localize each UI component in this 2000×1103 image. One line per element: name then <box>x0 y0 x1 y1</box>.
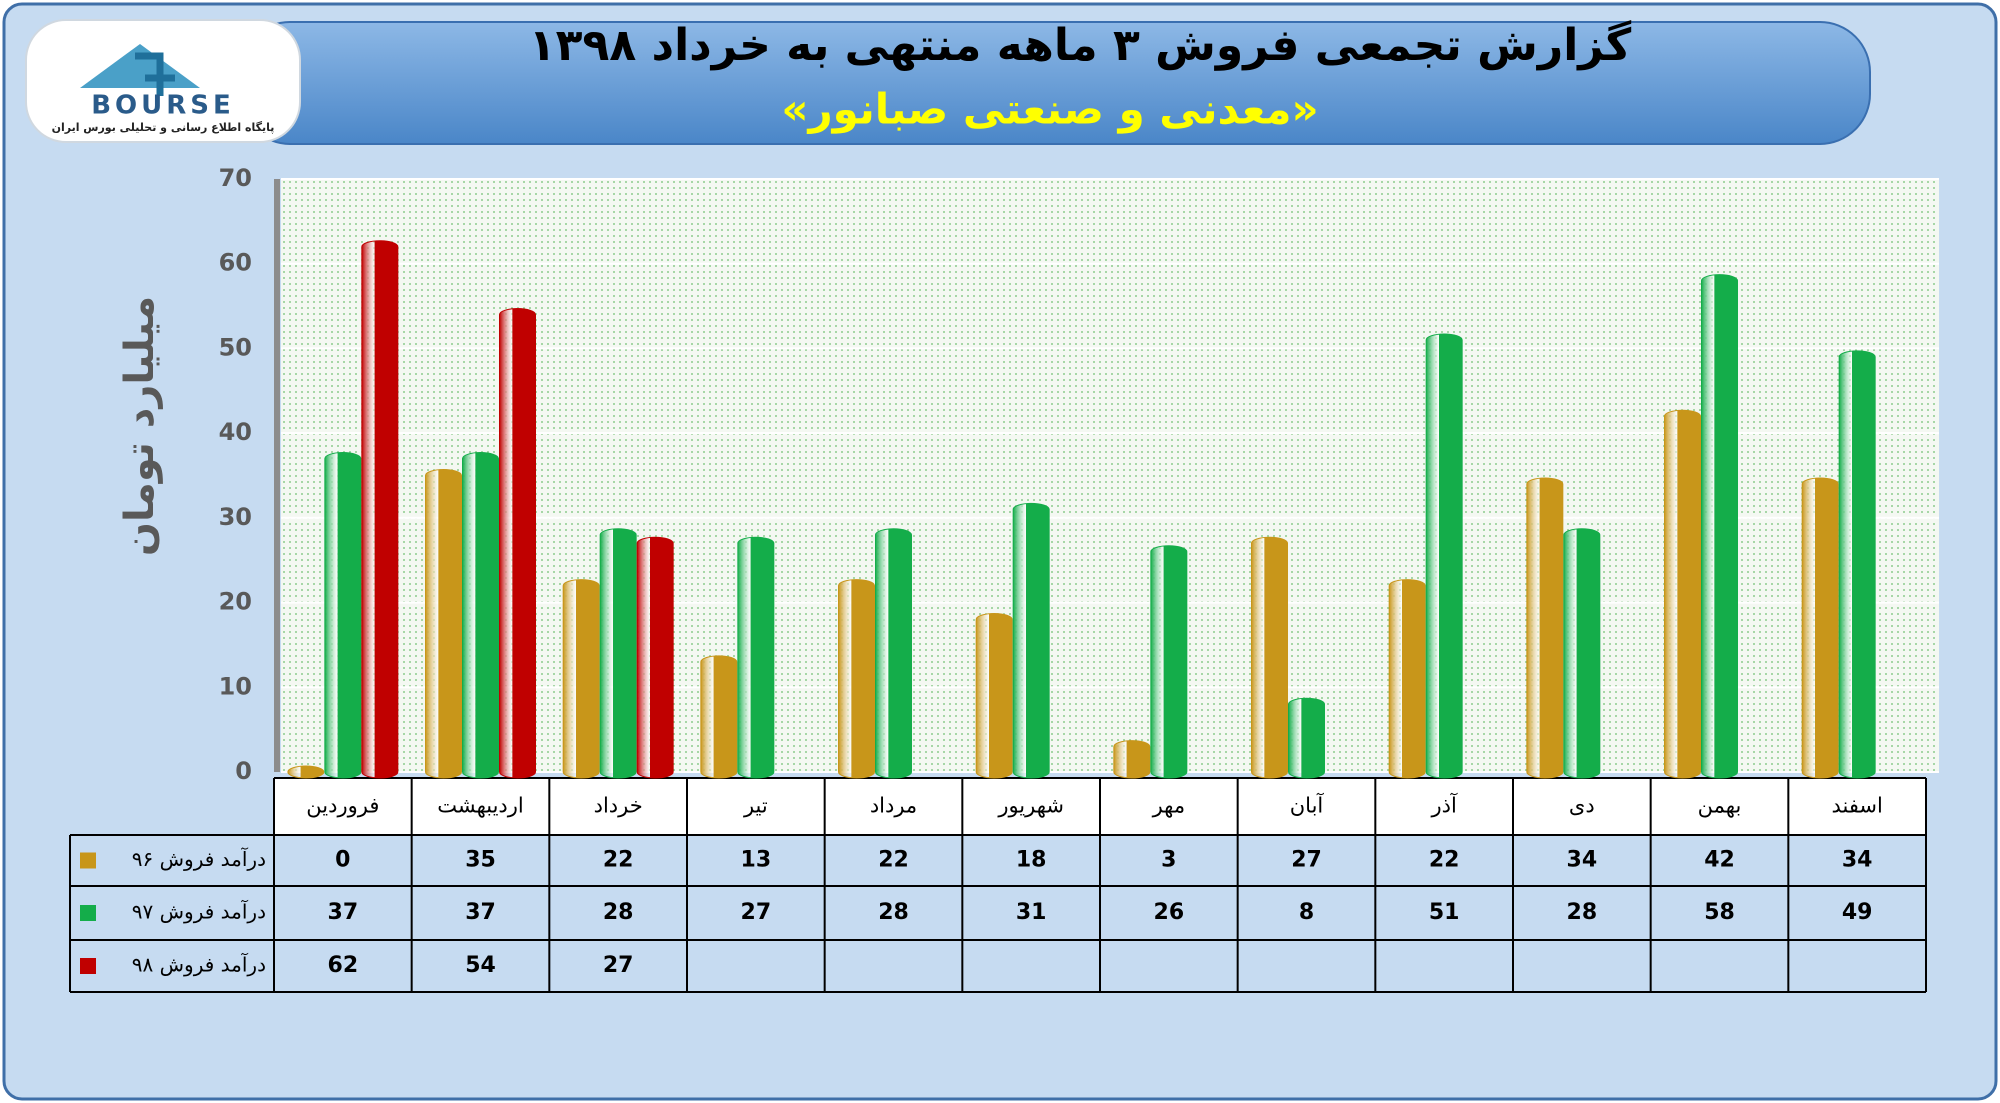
x-tick-label: اسفند <box>1831 794 1882 818</box>
chart-title: گزارش تجمعی فروش ۳ ماهه منتهی به خرداد ۱… <box>529 19 1632 71</box>
bar <box>1526 477 1564 779</box>
bar <box>599 528 637 779</box>
bar <box>838 579 875 779</box>
table-value: 49 <box>1842 900 1873 925</box>
y-tick-label: 50 <box>219 333 252 361</box>
table-value: 27 <box>741 900 772 925</box>
bar <box>636 536 674 779</box>
table-body <box>70 835 1926 992</box>
table-value: 58 <box>1704 900 1735 925</box>
legend-label: درآمد فروش ۹۶ <box>132 846 266 871</box>
table-value: 34 <box>1567 848 1598 873</box>
y-tick-label: 30 <box>219 503 252 531</box>
table-value: 28 <box>878 900 909 925</box>
x-tick-label: مرداد <box>870 794 917 818</box>
x-tick-label: مهر <box>1152 794 1186 818</box>
y-tick-label: 10 <box>219 672 252 700</box>
table-value: 34 <box>1842 848 1873 873</box>
bar <box>1664 409 1701 779</box>
table-value: 62 <box>328 953 359 978</box>
y-tick-label: 40 <box>219 418 252 446</box>
bar <box>875 528 912 779</box>
legend-swatch <box>80 852 96 869</box>
bar <box>1150 545 1188 779</box>
bar <box>1251 536 1288 779</box>
logo-digits <box>135 52 175 96</box>
bar <box>1012 502 1050 779</box>
bar <box>425 469 462 779</box>
table-value: 0 <box>335 848 350 873</box>
x-tick-label: بهمن <box>1698 794 1742 818</box>
bar <box>1838 350 1876 779</box>
table-value: 3 <box>1161 848 1176 873</box>
bar <box>1388 579 1426 779</box>
bar <box>361 240 399 779</box>
bar <box>737 536 775 779</box>
bar <box>1425 333 1463 779</box>
bar <box>1801 477 1839 779</box>
bar <box>287 765 325 779</box>
y-tick-label: 70 <box>219 164 252 192</box>
x-tick-label: دی <box>1569 794 1595 818</box>
x-tick-label: آبان <box>1290 793 1325 818</box>
legend-swatch <box>80 905 96 921</box>
table-value: 28 <box>1567 900 1598 925</box>
table-value: 13 <box>741 848 772 873</box>
table-value: 22 <box>1429 848 1460 873</box>
legend-label: درآمد فروش ۹۷ <box>132 899 266 924</box>
table-value: 22 <box>603 848 634 873</box>
table-value: 42 <box>1704 848 1735 873</box>
x-tick-label: اردیبهشت <box>437 794 524 818</box>
table-value: 28 <box>603 900 634 925</box>
x-tick-label: آذر <box>1431 793 1458 818</box>
y-tick-label: 60 <box>219 249 252 277</box>
y-tick-label: 20 <box>219 588 252 616</box>
bar <box>700 655 738 779</box>
table-value: 27 <box>1291 848 1322 873</box>
table-value: 35 <box>465 848 496 873</box>
bar <box>1563 528 1601 779</box>
logo-name: BOURSE <box>91 91 235 121</box>
legend-label: درآمد فروش ۹۸ <box>132 952 266 977</box>
bar <box>324 452 362 779</box>
plot-area <box>281 179 1939 772</box>
x-tick-label: فروردین <box>306 794 379 818</box>
table-value: 31 <box>1016 900 1047 925</box>
bar <box>499 308 536 779</box>
legend-swatch <box>80 958 96 974</box>
table-value: 51 <box>1429 900 1460 925</box>
chart-subtitle: «معدنی و صنعتی صبانور» <box>781 85 1318 135</box>
bar <box>1113 740 1151 779</box>
x-tick-label: خرداد <box>594 794 643 818</box>
x-tick-label: شهریور <box>997 794 1064 818</box>
logo-tagline: پایگاه اطلاع رسانی و تحلیلی بورس ایران <box>52 121 275 134</box>
bar <box>562 579 600 779</box>
table-value: 18 <box>1016 848 1047 873</box>
table-value: 26 <box>1154 900 1185 925</box>
bar <box>1701 274 1738 779</box>
y-tick-label: 0 <box>235 757 252 785</box>
table-value: 22 <box>878 848 909 873</box>
bar <box>462 452 499 779</box>
x-tick-label: تیر <box>743 794 768 818</box>
y-axis-label: میلیارد تومان <box>117 296 163 556</box>
table-value: 27 <box>603 953 634 978</box>
table-value: 37 <box>328 900 359 925</box>
table-value: 8 <box>1299 900 1314 925</box>
bar <box>1288 697 1325 779</box>
bar <box>975 613 1013 779</box>
table-value: 54 <box>465 953 496 978</box>
table-value: 37 <box>465 900 496 925</box>
